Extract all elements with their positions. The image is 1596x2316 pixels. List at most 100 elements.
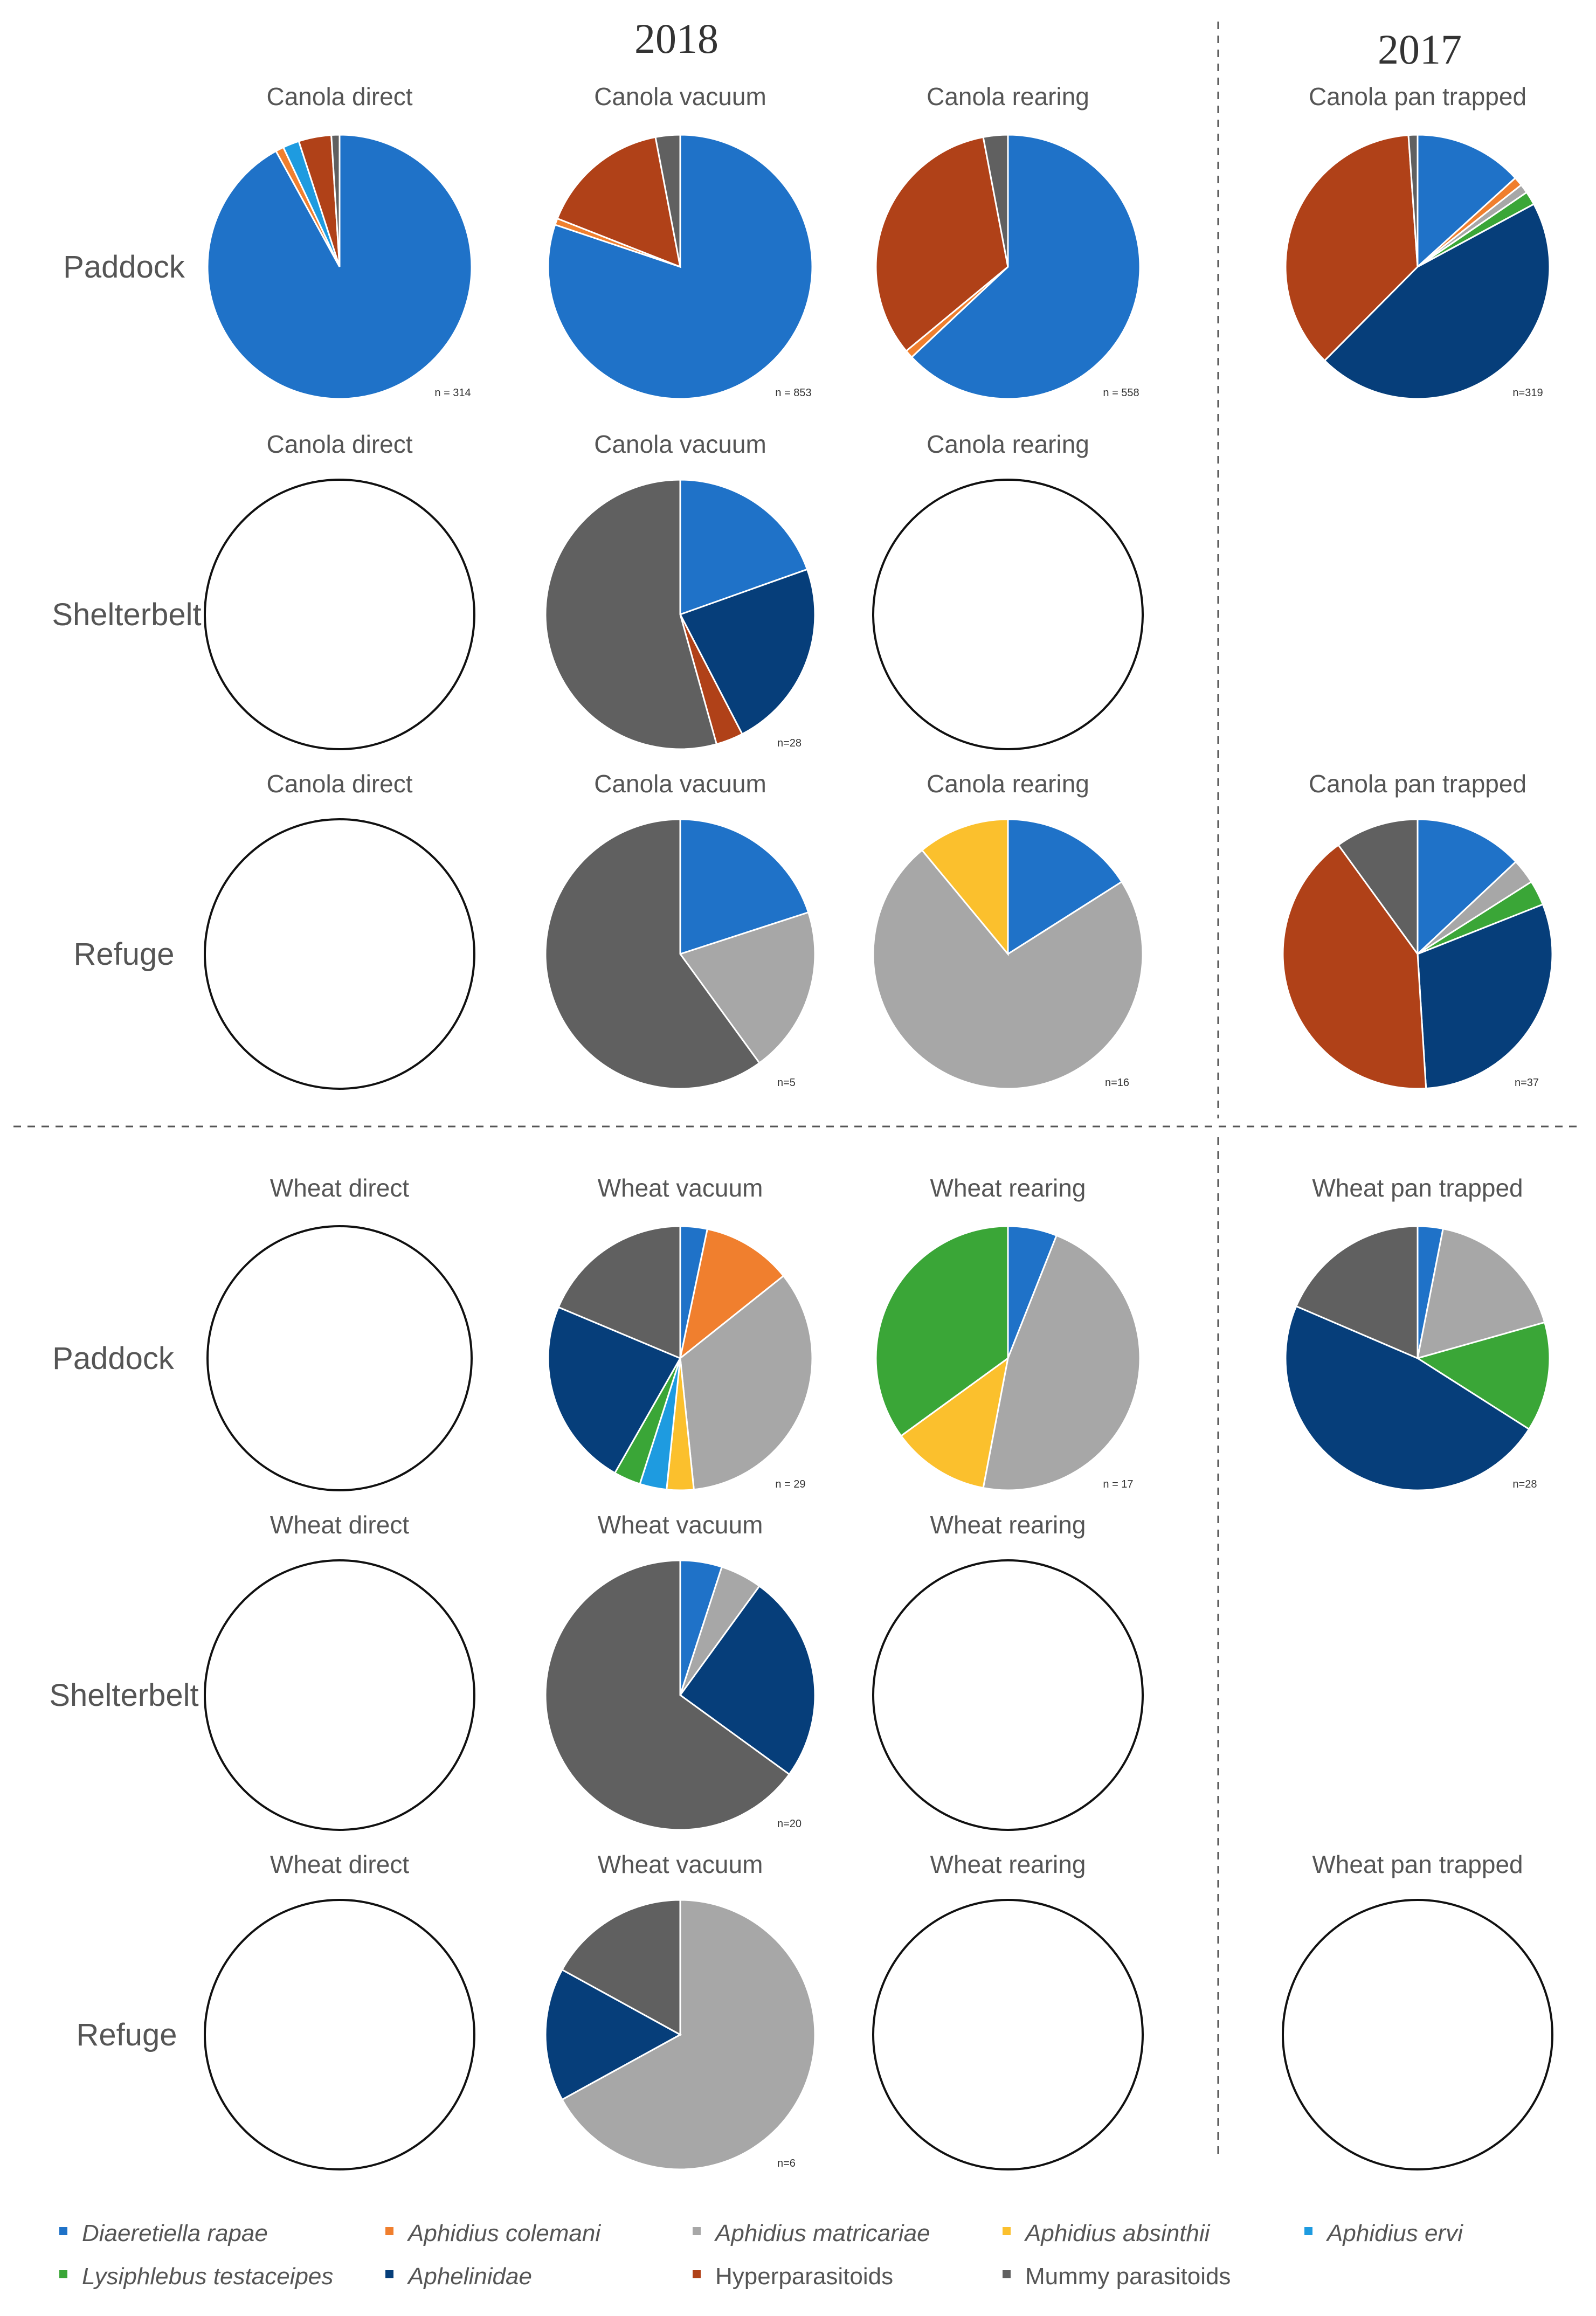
pie-6: Canola vacuum n=28 xyxy=(544,430,816,750)
pie-22: Wheat pan trapped xyxy=(1282,1850,1553,2170)
pie-title: Wheat direct xyxy=(270,1174,409,1202)
sample-size-label: n = 558 xyxy=(1103,387,1139,399)
pie-title: Canola rearing xyxy=(927,770,1089,798)
legend-swatch xyxy=(385,2270,393,2278)
pie-slice-hyperparasitoids xyxy=(875,136,1009,352)
pie-title: Canola direct xyxy=(266,770,412,798)
sample-size-label: n=6 xyxy=(777,2158,796,2169)
sample-size-label: n = 29 xyxy=(775,1478,805,1490)
sample-size-label: n=37 xyxy=(1515,1077,1539,1089)
legend-label: Diaeretiella rapae xyxy=(82,2220,268,2246)
pie-slice-diaeretiella-rapae xyxy=(547,134,813,400)
legend-item-aphidius-colemani: Aphidius colemani xyxy=(385,2220,601,2246)
empty-pie-circle xyxy=(204,479,475,750)
empty-pie-circle xyxy=(872,1899,1144,2170)
pie-slice-mummy-parasitoids xyxy=(561,1899,681,2036)
legend-item-lysiphlebus-testaceipes: Lysiphlebus testaceipes xyxy=(59,2263,333,2290)
pie-10: Canola rearing n=16 xyxy=(872,770,1144,1090)
pie-8: Canola direct xyxy=(204,770,475,1090)
legend-item-aphidius-absinthii: Aphidius absinthii xyxy=(1003,2220,1211,2246)
pie-title: Canola rearing xyxy=(927,430,1089,458)
legend-swatch xyxy=(59,2270,67,2278)
pie-21: Wheat rearing xyxy=(872,1850,1144,2170)
legend-label: Aphidius matricariae xyxy=(714,2220,930,2246)
pie-title: Wheat pan trapped xyxy=(1312,1174,1523,1202)
pie-title: Canola pan trapped xyxy=(1309,770,1526,798)
pie-slice-aphelinidae xyxy=(544,1968,682,2101)
pie-slice-mummy-parasitoids xyxy=(544,1559,791,1831)
pie-2: Canola vacuum n = 853 xyxy=(547,82,813,400)
legend-item-aphelinidae: Aphelinidae xyxy=(385,2263,532,2290)
pie-7: Canola rearing xyxy=(872,430,1144,750)
pie-title: Wheat rearing xyxy=(930,1850,1086,1878)
sample-size-label: n=20 xyxy=(777,1818,802,1830)
pie-title: Canola pan trapped xyxy=(1309,82,1526,110)
pie-slice-hyperparasitoids xyxy=(1284,134,1419,362)
pie-1: Canola direct n = 314 xyxy=(206,82,473,400)
pie-slice-aphidius-matricariae xyxy=(872,849,1144,1090)
row-label-wheat_paddock: Paddock xyxy=(52,1341,175,1376)
pie-3: Canola rearing n = 558 xyxy=(875,82,1141,400)
sample-size-label: n=28 xyxy=(1512,1478,1537,1490)
pie-slice-aphelinidae xyxy=(1417,903,1553,1090)
pie-title: Canola direct xyxy=(266,82,412,110)
year-header-2017: 2017 xyxy=(1378,26,1462,73)
pie-slice-mummy-parasitoids xyxy=(557,1225,681,1360)
pie-slice-mummy-parasitoids xyxy=(1407,134,1419,267)
pie-slice-lysiphlebus-testaceipes xyxy=(1415,1321,1551,1430)
pie-slice-aphidius-matricariae xyxy=(679,1275,813,1491)
empty-pie-circle xyxy=(872,479,1144,750)
pie-title: Wheat direct xyxy=(270,1850,409,1878)
row-label-wheat_refuge: Refuge xyxy=(76,2017,177,2052)
empty-pie-circle xyxy=(204,818,475,1090)
legend-label: Aphidius colemani xyxy=(406,2220,601,2246)
pie-17: Wheat vacuum n=20 xyxy=(544,1511,816,1831)
sample-size-label: n = 314 xyxy=(434,387,471,399)
legend-swatch xyxy=(693,2227,701,2235)
legend-swatch xyxy=(1003,2270,1011,2278)
pie-4: Canola pan trapped n=319 xyxy=(1284,82,1551,400)
pie-slice-aphelinidae xyxy=(1323,203,1551,400)
pie-19: Wheat direct xyxy=(204,1850,475,2170)
pie-15: Wheat pan trapped n=28 xyxy=(1284,1174,1551,1491)
pie-slice-aphelinidae xyxy=(679,1585,816,1776)
pie-slice-aphidius-absinthii xyxy=(921,818,1009,957)
empty-pie-circle xyxy=(204,1899,475,2170)
pie-title: Wheat rearing xyxy=(930,1174,1086,1202)
sample-size-label: n = 853 xyxy=(775,387,811,399)
pie-slice-aphidius-matricariae xyxy=(982,1234,1141,1491)
pie-slice-diaeretiella-rapae xyxy=(679,818,810,956)
pie-slice-aphidius-matricariae xyxy=(1417,1227,1546,1360)
row-labels: Paddock Shelterbelt Refuge Paddock Shelterbe… xyxy=(49,250,201,2052)
pie-slice-mummy-parasitoids xyxy=(1295,1225,1419,1360)
pie-grid: Canola direct n = 314 Canola vacuum n = 853… xyxy=(204,82,1553,2170)
sample-size-label: n=28 xyxy=(777,737,802,749)
pie-slice-lysiphlebus-testaceipes xyxy=(875,1225,1009,1437)
pie-title: Wheat pan trapped xyxy=(1312,1850,1523,1878)
pie-13: Wheat vacuum n = 29 xyxy=(547,1174,813,1491)
sample-size-label: n=16 xyxy=(1105,1077,1129,1089)
pie-slice-diaeretiella-rapae xyxy=(1007,818,1123,956)
pie-slice-mummy-parasitoids xyxy=(654,134,681,267)
pie-slice-aphidius-colemani xyxy=(679,1228,785,1360)
pie-slice-aphidius-matricariae xyxy=(679,911,816,1064)
pie-slice-aphelinidae xyxy=(1284,1305,1530,1491)
pie-title: Canola direct xyxy=(266,430,412,458)
empty-pie-circle xyxy=(206,1225,473,1491)
legend-label: Aphidius ervi xyxy=(1325,2220,1463,2246)
pie-slice-aphelinidae xyxy=(679,568,816,735)
pie-20: Wheat vacuum n=6 xyxy=(544,1850,816,2170)
pie-slice-mummy-parasitoids xyxy=(330,134,341,267)
pie-title: Canola vacuum xyxy=(594,770,766,798)
legend-label: Aphidius absinthii xyxy=(1024,2220,1211,2246)
pie-12: Wheat direct xyxy=(206,1174,473,1491)
row-label-canola_paddock: Paddock xyxy=(63,250,185,285)
legend-swatch xyxy=(59,2227,67,2235)
pie-slice-aphelinidae xyxy=(547,1306,682,1474)
row-label-canola_refuge: Refuge xyxy=(73,937,174,972)
pie-14: Wheat rearing n = 17 xyxy=(875,1174,1141,1491)
pie-11: Canola pan trapped n=37 xyxy=(1282,770,1553,1090)
legend-item-aphidius-ervi: Aphidius ervi xyxy=(1304,2220,1463,2246)
legend-item-mummy-parasitoids: Mummy parasitoids xyxy=(1003,2263,1231,2290)
